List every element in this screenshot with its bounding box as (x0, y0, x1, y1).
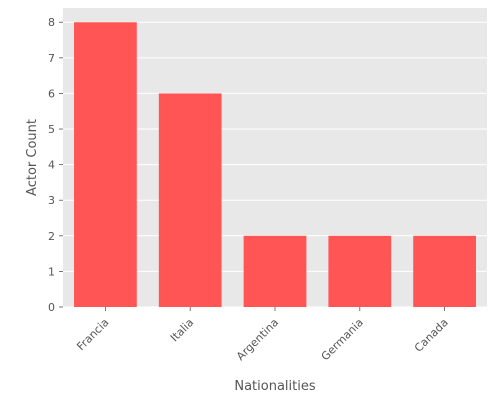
y-tick-label: 8 (48, 16, 55, 29)
y-axis-ticks: 0 1 2 3 4 5 6 7 8 (48, 16, 63, 314)
x-tick-label: Germania (319, 316, 366, 363)
y-tick-label: 4 (48, 159, 55, 172)
x-axis-ticks: Francia Italia Argentina Germania Canada (74, 307, 451, 363)
bar-argentina (243, 235, 307, 307)
y-tick-label: 2 (48, 230, 55, 243)
y-tick-label: 0 (48, 301, 55, 314)
bars (74, 22, 476, 307)
bar-italia (158, 93, 222, 307)
x-tick-label: Canada (412, 316, 451, 355)
y-tick-label: 6 (48, 87, 55, 100)
x-tick-label: Francia (74, 316, 111, 353)
y-tick-label: 5 (48, 123, 55, 136)
y-tick-label: 3 (48, 194, 55, 207)
x-tick-label: Italia (168, 316, 196, 344)
bar-canada (413, 235, 476, 307)
bar-francia (74, 22, 137, 307)
bar-germania (328, 235, 392, 307)
x-axis-label: Nationalities (234, 379, 315, 394)
x-tick-label: Argentina (234, 316, 281, 363)
y-axis-label: Actor Count (25, 119, 40, 196)
y-tick-label: 7 (48, 52, 55, 65)
y-tick-label: 1 (48, 265, 55, 278)
